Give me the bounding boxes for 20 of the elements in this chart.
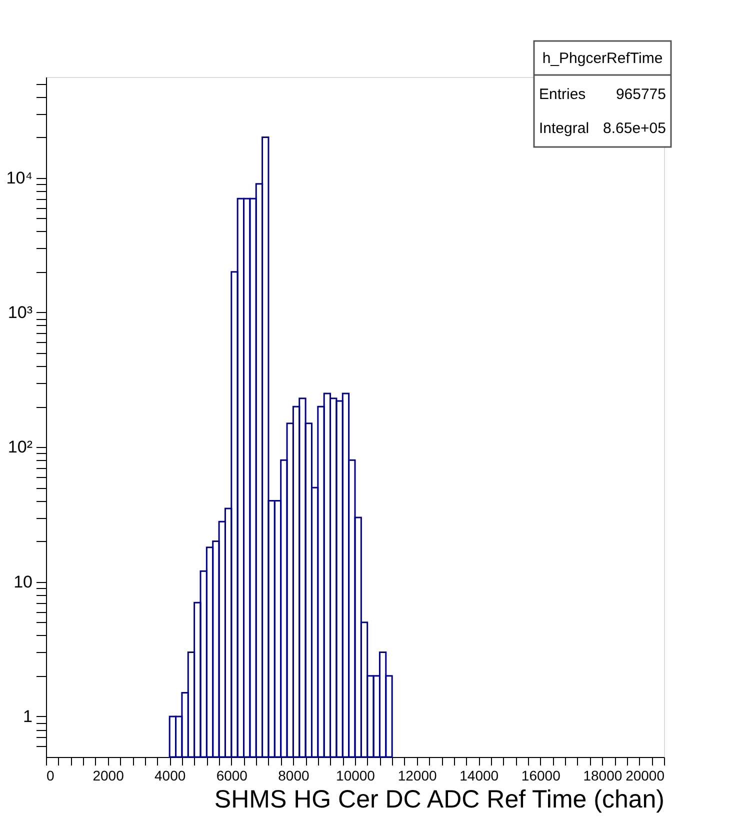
y-tick-label: 10³ (8, 302, 33, 322)
x-tick-label: 8000 (278, 768, 310, 784)
y-tick-label: 10 (14, 572, 32, 592)
x-tick-label: 0 (46, 768, 54, 784)
x-tick-label: 16000 (521, 768, 561, 784)
y-tick-label: 1 (23, 706, 32, 726)
annotation: Integral 8.65e+05 (539, 120, 666, 137)
x-tick-label: 20000 (626, 768, 665, 784)
y-tick-label: 10² (8, 438, 33, 457)
x-tick-label: 14000 (460, 768, 499, 784)
chart-title: h_PhgcerRefTime (542, 50, 663, 67)
x-tick-label: 10000 (336, 768, 376, 784)
x-tick-label: 6000 (216, 768, 248, 784)
x-axis-title: SHMS HG Cer DC ADC Ref Time (chan) (214, 786, 664, 814)
x-tick-label: 4000 (154, 768, 186, 784)
y-tick-label: 10⁴ (6, 168, 32, 188)
text: Entries 965775 (539, 86, 666, 103)
x-tick-label: 2000 (92, 768, 124, 784)
x-tick-label: 18000 (583, 768, 622, 784)
x-tick-label: 12000 (398, 768, 437, 784)
